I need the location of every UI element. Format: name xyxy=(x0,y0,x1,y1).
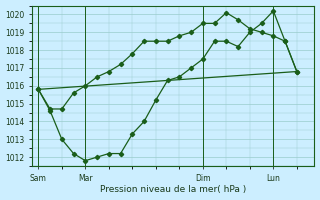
X-axis label: Pression niveau de la mer( hPa ): Pression niveau de la mer( hPa ) xyxy=(100,185,247,194)
